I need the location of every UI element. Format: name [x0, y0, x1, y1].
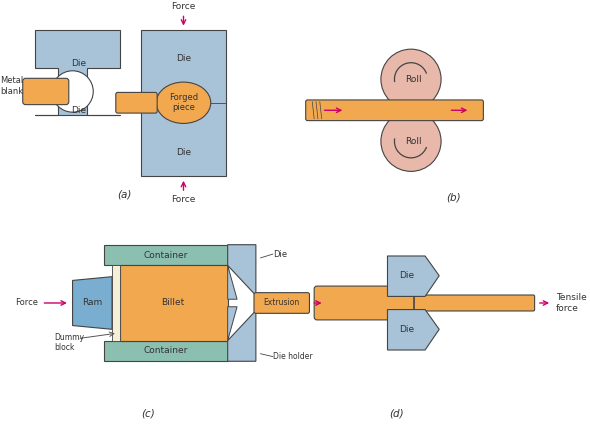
FancyBboxPatch shape	[314, 286, 414, 320]
Text: Force: Force	[15, 299, 38, 308]
Bar	[104, 340, 228, 361]
Polygon shape	[73, 276, 112, 329]
Bar	[141, 30, 226, 176]
Text: Die holder: Die holder	[273, 352, 313, 361]
Text: Container: Container	[143, 346, 188, 356]
Polygon shape	[35, 96, 120, 115]
Polygon shape	[228, 265, 237, 299]
FancyBboxPatch shape	[23, 78, 69, 105]
Text: Die: Die	[399, 325, 414, 334]
FancyBboxPatch shape	[306, 100, 483, 121]
Bar	[104, 245, 228, 265]
Text: Metal
blank: Metal blank	[1, 76, 24, 95]
Text: Tensile
force: Tensile force	[556, 293, 586, 313]
Circle shape	[381, 111, 441, 172]
Text: Forged
piece: Forged piece	[169, 93, 198, 112]
Text: Roll: Roll	[405, 75, 422, 84]
Text: Extrusion: Extrusion	[263, 299, 299, 308]
Text: (d): (d)	[389, 409, 404, 419]
Text: (c): (c)	[141, 409, 155, 419]
Text: Billet: Billet	[162, 299, 185, 308]
Text: Force: Force	[171, 2, 196, 11]
Bar	[112, 265, 120, 340]
Text: Die: Die	[71, 59, 87, 68]
Text: (b): (b)	[446, 193, 461, 203]
Polygon shape	[388, 256, 439, 296]
FancyBboxPatch shape	[254, 292, 310, 313]
Text: Die: Die	[176, 148, 191, 157]
Text: Die: Die	[273, 250, 287, 259]
Bar	[120, 265, 228, 340]
Text: Ram: Ram	[82, 299, 103, 308]
Text: Die: Die	[176, 54, 191, 63]
Text: Dummy
block: Dummy block	[54, 333, 84, 352]
Polygon shape	[228, 245, 256, 295]
Polygon shape	[35, 30, 120, 87]
Ellipse shape	[156, 82, 211, 124]
Polygon shape	[228, 311, 256, 361]
Circle shape	[381, 49, 441, 109]
Circle shape	[52, 71, 93, 112]
Text: (a): (a)	[117, 190, 132, 200]
Text: Die: Die	[399, 271, 414, 280]
Polygon shape	[228, 307, 237, 340]
Polygon shape	[388, 310, 439, 350]
Text: Die: Die	[71, 106, 87, 115]
Text: Roll: Roll	[405, 137, 422, 146]
FancyBboxPatch shape	[414, 295, 535, 311]
FancyBboxPatch shape	[116, 92, 157, 113]
Text: Force: Force	[171, 195, 196, 204]
Text: Container: Container	[143, 251, 188, 260]
